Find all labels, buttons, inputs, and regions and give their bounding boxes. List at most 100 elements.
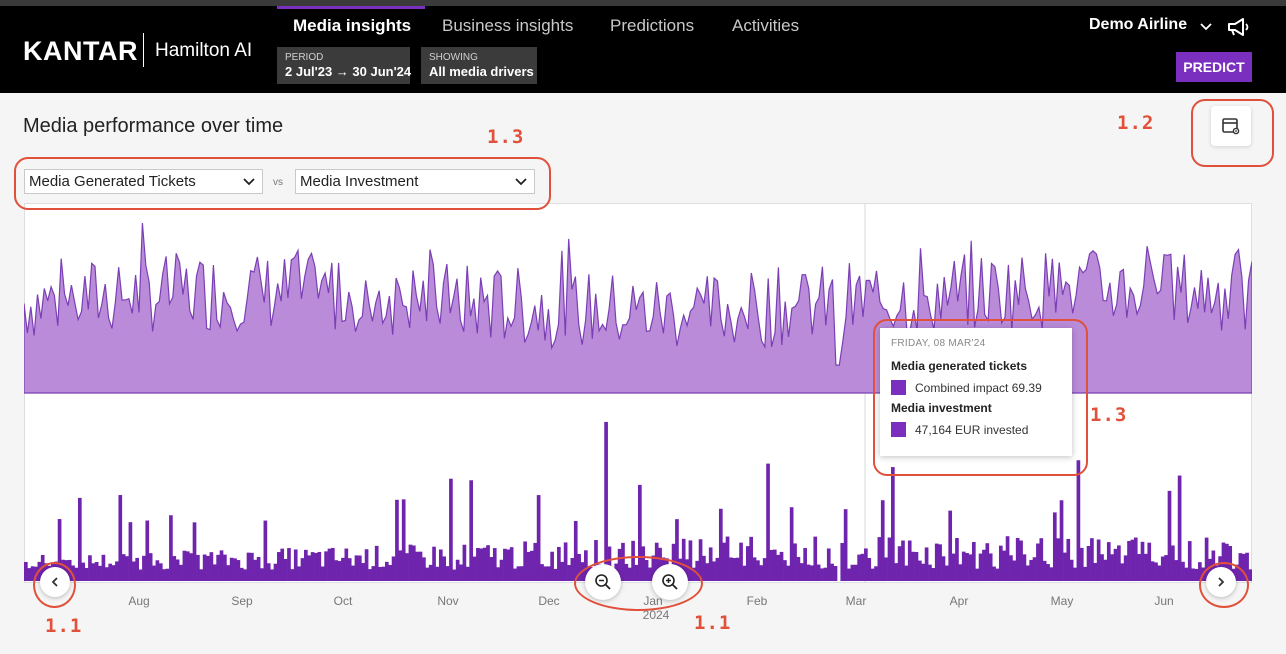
tab-media-insights[interactable]: Media insights — [293, 16, 412, 35]
investment-bar — [729, 557, 733, 581]
megaphone-icon[interactable] — [1226, 16, 1252, 38]
investment-bar — [499, 559, 504, 581]
zoom-out-icon — [595, 574, 611, 590]
investment-bar — [401, 499, 406, 581]
scroll-right-button[interactable] — [1206, 567, 1236, 597]
investment-bar — [297, 566, 301, 581]
investment-bar — [796, 556, 801, 581]
tooltip-tickets-swatch — [891, 380, 906, 395]
tooltip-investment-heading: Media investment — [891, 401, 992, 415]
zoom-out-button[interactable] — [585, 564, 621, 600]
investment-bar — [779, 551, 784, 581]
tab-activities[interactable]: Activities — [732, 16, 800, 35]
investment-bar — [64, 560, 69, 581]
investment-bar — [1194, 569, 1199, 581]
investment-bar — [418, 551, 423, 581]
investment-bar — [388, 564, 393, 581]
investment-bar — [1015, 537, 1020, 581]
investment-bar — [307, 555, 312, 581]
investment-bar — [361, 563, 366, 581]
investment-bar — [735, 557, 740, 581]
investment-bar — [971, 541, 976, 581]
investment-bar — [641, 546, 646, 581]
investment-bar — [938, 544, 942, 581]
investment-bar — [874, 566, 878, 581]
investment-bar — [34, 566, 38, 581]
investment-bar — [1063, 552, 1067, 581]
scroll-left-button[interactable] — [40, 567, 70, 597]
investment-bar — [1177, 475, 1182, 581]
investment-bar-series — [24, 421, 1252, 581]
investment-bar — [138, 569, 143, 581]
investment-bar — [533, 542, 538, 581]
investment-bar — [725, 536, 730, 581]
investment-bar — [1160, 556, 1165, 581]
investment-bar — [793, 543, 797, 581]
investment-bar — [1133, 537, 1138, 581]
investment-bar — [965, 552, 969, 581]
investment-bar — [503, 548, 507, 581]
investment-bar — [196, 554, 200, 581]
investment-bar — [1032, 557, 1037, 581]
chevron-right-icon — [1218, 577, 1225, 587]
investment-bar — [1171, 545, 1175, 581]
investment-bar — [344, 548, 349, 581]
investment-bar — [1140, 541, 1145, 581]
investment-bar — [256, 556, 261, 581]
investment-bar — [438, 549, 443, 581]
investment-bar — [840, 542, 845, 581]
investment-bar — [988, 553, 993, 581]
investment-bar — [1184, 567, 1189, 581]
tab-predictions[interactable]: Predictions — [610, 16, 695, 35]
investment-bar — [223, 554, 227, 581]
investment-bar — [570, 558, 575, 581]
investment-bar — [759, 565, 764, 581]
investment-bar — [887, 537, 892, 581]
account-switcher[interactable]: Demo Airline — [1089, 16, 1188, 33]
investment-bar — [546, 566, 551, 581]
investment-bar — [341, 557, 345, 581]
investment-bar — [675, 519, 679, 581]
investment-bar — [958, 564, 963, 581]
investment-bar — [688, 540, 693, 581]
product-name: Hamilton AI — [155, 40, 253, 61]
investment-bar — [233, 558, 237, 581]
tooltip-date: FRIDAY, 08 MAR'24 — [891, 338, 986, 349]
showing-chip[interactable]: SHOWING All media drivers — [421, 47, 537, 84]
investment-bar — [799, 563, 804, 581]
investment-bar — [745, 546, 750, 581]
showing-label: SHOWING — [429, 52, 478, 63]
tooltip-tickets-heading: Media generated tickets — [891, 359, 1028, 373]
investment-bar — [806, 564, 811, 581]
investment-bar — [1120, 563, 1125, 581]
investment-bar — [705, 563, 710, 581]
investment-bar — [654, 542, 659, 581]
investment-bar — [391, 556, 396, 581]
tab-business-insights[interactable]: Business insights — [442, 16, 574, 35]
investment-bar — [182, 550, 187, 581]
chevron-down-icon[interactable] — [1199, 20, 1213, 34]
investment-bar — [1235, 564, 1239, 581]
predict-button[interactable]: PREDICT — [1176, 52, 1252, 82]
investment-bar — [77, 497, 82, 581]
metric-select-right[interactable]: Media Investment — [295, 169, 535, 194]
investment-bar — [718, 508, 723, 581]
investment-bar — [469, 480, 473, 581]
page-title: Media performance over time — [23, 115, 284, 137]
metric-select-left[interactable]: Media Generated Tickets — [24, 169, 263, 194]
investment-bar — [266, 563, 271, 581]
investment-bar — [968, 554, 973, 581]
period-chip[interactable]: PERIOD 2 Jul'23 → 30 Jun'24 — [277, 47, 411, 84]
investment-bar — [216, 554, 220, 581]
investment-bar — [594, 540, 598, 581]
annotation-label-1-3-top: 1.3 — [487, 126, 525, 148]
investment-bar — [982, 549, 986, 581]
investment-bar — [482, 547, 487, 581]
table-settings-button[interactable] — [1211, 106, 1251, 146]
investment-bar — [253, 559, 258, 581]
investment-bar — [1036, 543, 1040, 581]
zoom-in-button[interactable] — [652, 564, 688, 600]
investment-bar — [179, 564, 183, 581]
investment-bar — [1127, 541, 1131, 581]
investment-bar — [1012, 560, 1017, 581]
